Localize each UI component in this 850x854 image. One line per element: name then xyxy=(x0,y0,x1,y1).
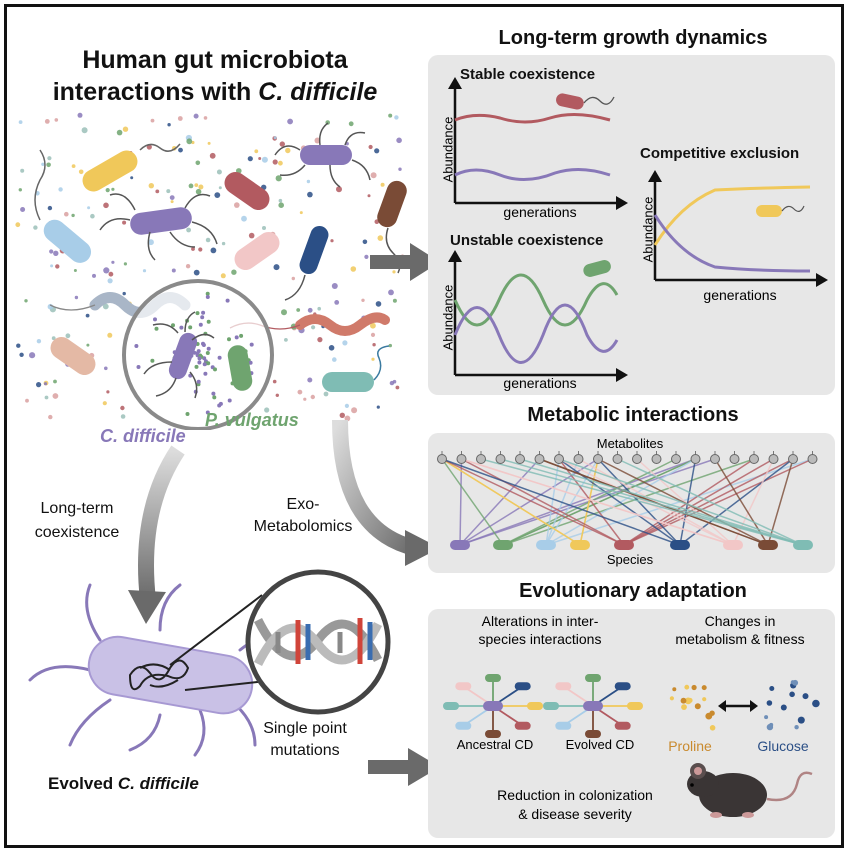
main-title: Human gut microbiota interactions with C… xyxy=(20,44,410,108)
unstable-ylabel: Abundance xyxy=(440,284,456,351)
bacterium-pink xyxy=(234,231,280,271)
glucose-dots xyxy=(764,679,820,731)
ancestral-network xyxy=(443,674,543,738)
arrow-to-growth xyxy=(370,255,410,269)
evolved-network xyxy=(543,674,643,738)
reduction-label: Reduction in colonization & disease seve… xyxy=(497,787,653,822)
gut-community-illustration xyxy=(15,112,407,430)
metabolic-network xyxy=(437,451,818,550)
figure-frame xyxy=(4,4,844,848)
arrow-to-evolution xyxy=(368,760,410,774)
bacterium-navy xyxy=(284,225,329,301)
competitive-xlabel: generations xyxy=(703,287,777,303)
metabolic-panel-title: Metabolic interactions xyxy=(527,404,739,426)
stable-xlabel: generations xyxy=(503,204,577,220)
ancestral-cd-label: Ancestral CD xyxy=(456,737,534,752)
bacterium-yellow xyxy=(82,143,181,192)
species-label: Species xyxy=(606,552,654,567)
bacterium-red-top xyxy=(224,171,270,211)
bacterium-purple-center xyxy=(99,193,218,261)
growth-panel xyxy=(428,55,835,395)
arrow-long-term xyxy=(138,445,185,601)
bacterium-peach xyxy=(50,336,96,376)
bacterium-purple-top xyxy=(274,122,371,188)
main-title-line2: interactions with C. difficile xyxy=(52,78,378,106)
coculture-circle xyxy=(122,279,274,430)
changes-label: Changes in metabolism & fitness xyxy=(675,613,805,647)
competitive-title: Competitive exclusion xyxy=(640,145,800,162)
unstable-coexistence-plot xyxy=(448,250,628,382)
glucose-label: Glucose xyxy=(757,738,809,754)
evolved-cd-label: Evolved CD xyxy=(565,737,635,752)
label-exo-metabolomics: Exo- Metabolomics xyxy=(253,496,353,535)
dna-helix xyxy=(253,617,383,667)
label-p-vulgatus: P. vulgatus xyxy=(205,410,299,430)
metabolites-label: Metabolites xyxy=(596,436,664,451)
bacterium-teal xyxy=(322,345,390,392)
label-long-term-coexistence: Long-term coexistence xyxy=(34,500,120,541)
growth-charts xyxy=(448,77,828,382)
double-arrow-icon xyxy=(718,700,758,712)
competitive-ylabel: Abundance xyxy=(640,196,656,263)
arrow-exo-metabolomics xyxy=(332,419,418,556)
stable-title: Stable coexistence xyxy=(460,66,596,83)
label-single-point-mutations: Single point mutations xyxy=(263,720,347,759)
proline-dots xyxy=(669,684,716,731)
unstable-title: Unstable coexistence xyxy=(450,232,604,249)
stable-ylabel: Abundance xyxy=(440,116,456,183)
bacterium-blue-left xyxy=(34,149,92,263)
main-title-line1: Human gut microbiota xyxy=(82,46,348,74)
evolved-cdiff-illustration xyxy=(28,569,391,757)
stable-coexistence-plot xyxy=(448,77,628,210)
proline-label: Proline xyxy=(668,738,712,754)
growth-panel-title: Long-term growth dynamics xyxy=(498,27,768,49)
label-evolved-c-difficile: Evolved C. difficile xyxy=(48,774,199,793)
mouse-icon xyxy=(687,763,813,818)
evolution-panel-title: Evolutionary adaptation xyxy=(519,580,747,602)
alterations-label: Alterations in inter- species interactio… xyxy=(478,613,602,647)
label-c-difficile: C. difficile xyxy=(100,426,186,446)
competitive-exclusion-plot xyxy=(648,170,828,287)
unstable-xlabel: generations xyxy=(503,375,577,391)
evolution-illustrations xyxy=(443,674,820,818)
